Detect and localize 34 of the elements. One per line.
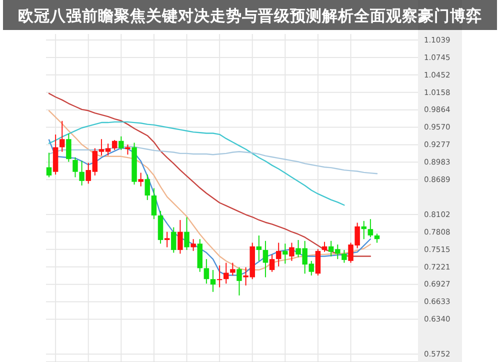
candlestick: [171, 226, 176, 254]
candlestick: [256, 234, 262, 262]
candlestick: [178, 219, 183, 254]
candlestick: [223, 262, 229, 284]
line-series: [48, 121, 345, 206]
candlestick: [315, 248, 321, 276]
candlestick: [66, 133, 72, 162]
candlestick: [269, 254, 275, 272]
candlestick: [210, 270, 216, 292]
candlestick: [368, 218, 374, 238]
candlestick: [59, 120, 65, 152]
candlestick: [190, 238, 196, 252]
candlestick: [276, 242, 282, 267]
candlestick: [151, 188, 157, 220]
candlestick: [322, 241, 328, 252]
candlestick: [144, 174, 150, 201]
candlestick: [118, 136, 124, 150]
candlestick: [79, 160, 84, 186]
candlestick: [342, 249, 347, 264]
candlestick: [138, 172, 144, 187]
candlestick: [204, 258, 210, 284]
candlestick: [282, 243, 288, 264]
candlestick: [374, 233, 380, 244]
candlestick: [236, 266, 242, 296]
candlestick: [184, 216, 190, 250]
candlestick: [230, 262, 236, 276]
candlestick: [289, 242, 294, 262]
candlestick: [164, 231, 170, 248]
candlestick: [216, 264, 222, 288]
candlestick: [112, 140, 118, 150]
chart-title: 欧冠八强前瞻聚焦关键对决走势与晋级预测解析全面观察豪门博弈: [18, 6, 482, 25]
candlestick: [72, 156, 78, 178]
candlestick: [46, 152, 52, 178]
candlestick: [262, 240, 268, 278]
